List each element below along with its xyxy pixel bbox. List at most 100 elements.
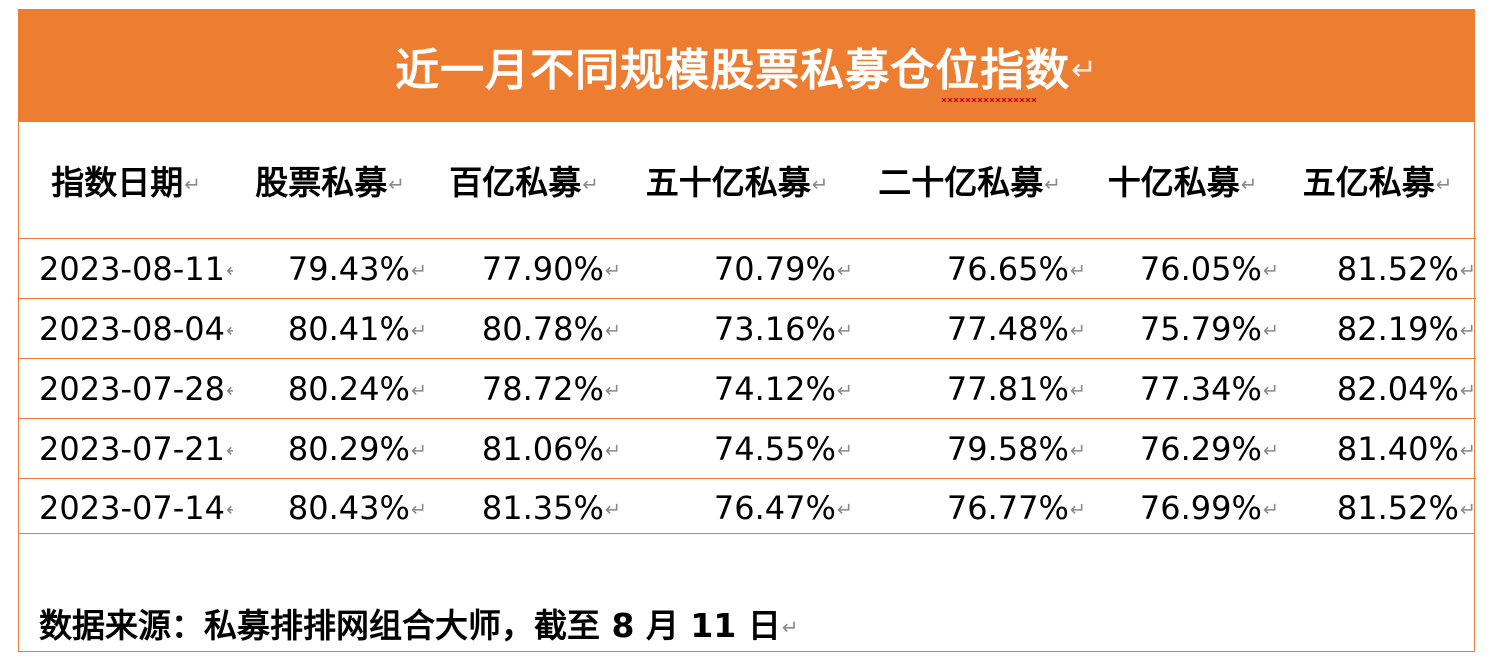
value-cell: 81.40%↵: [1279, 418, 1476, 479]
title-line: 近一月不同规模股票私募仓位指数↵: [395, 34, 1098, 102]
value-cell: 76.47%↵: [713, 489, 853, 527]
value-cell: 82.19%↵: [1279, 298, 1476, 359]
value-cell: 80.24%↵: [233, 358, 427, 419]
value-cell: 73.16%↵: [621, 298, 853, 359]
cell-mark-icon: ↵: [1262, 258, 1279, 282]
value-cell: 81.52%↵: [1336, 489, 1476, 527]
value-cell: 70.79%↵: [621, 238, 853, 299]
table-header-row: 指数日期↵ 股票私募↵ 百亿私募↵ 五十亿私募↵ 二十亿私募↵ 十亿私募↵ 五亿…: [19, 122, 1476, 239]
source-note: 数据来源：私募排排网组合大师，截至 8 月 11 日↵: [39, 599, 798, 647]
spellcheck-underline: [941, 97, 1038, 102]
date-cell: 2023-08-04↵: [19, 298, 233, 359]
date-cell: 2023-08-11↵: [19, 238, 233, 299]
cell-mark-icon: ↵: [226, 498, 233, 521]
cell-mark-icon: ↵: [604, 438, 621, 462]
cell-mark-icon: ↵: [811, 173, 829, 197]
value-cell: 81.06%↵: [427, 418, 621, 479]
value-cell: 77.90%↵: [427, 238, 621, 299]
cell-mark-icon: ↵: [604, 318, 621, 342]
title-banner: 近一月不同规模股票私募仓位指数↵: [19, 9, 1474, 122]
value-cell: 74.12%↵: [621, 358, 853, 419]
position-index-table: 指数日期↵ 股票私募↵ 百亿私募↵ 五十亿私募↵ 二十亿私募↵ 十亿私募↵ 五亿…: [19, 122, 1476, 537]
cell-mark-icon: ↵: [1262, 318, 1279, 342]
cell-mark-icon: ↵: [1459, 438, 1476, 462]
header-2b-pe: 二十亿私募↵: [853, 122, 1086, 239]
cell-mark-icon: ↵: [410, 498, 427, 522]
value-cell: 80.78%↵: [427, 298, 621, 359]
header-1b-pe: 十亿私募↵: [1086, 122, 1279, 239]
cell-mark-icon: ↵: [1459, 378, 1476, 402]
cell-mark-icon: ↵: [836, 318, 853, 342]
cell-mark-icon: ↵: [836, 498, 853, 522]
cell-mark-icon: ↵: [184, 173, 201, 197]
cell-mark-icon: ↵: [410, 438, 427, 462]
cell-mark-icon: ↵: [1069, 438, 1086, 462]
cell-mark-icon: ↵: [836, 258, 853, 282]
cell-mark-icon: ↵: [226, 379, 233, 402]
value-cell: 76.29%↵: [1086, 418, 1279, 479]
value-cell: 79.58%↵: [853, 418, 1086, 479]
value-cell: 80.41%↵: [233, 298, 427, 359]
cell-mark-icon: ↵: [836, 378, 853, 402]
cell-mark-icon: ↵: [1435, 173, 1453, 197]
header-stock-pe: 股票私募↵: [233, 122, 427, 239]
value-cell: 77.34%↵: [1086, 358, 1279, 419]
value-cell: 77.48%↵: [853, 298, 1086, 359]
cell-mark-icon: ↵: [1262, 498, 1279, 522]
table-row: 2023-07-14↵ 80.43%↵ 81.35%↵ 76.47%↵ 76.7…: [19, 479, 1476, 538]
date-cell: 2023-07-28↵: [19, 358, 233, 419]
value-cell: 81.52%↵: [1279, 238, 1476, 299]
cell-mark-icon: ↵: [226, 259, 233, 282]
cell-mark-icon: ↵: [1069, 498, 1086, 522]
value-cell: 75.79%↵: [1086, 298, 1279, 359]
source-text: 数据来源：私募排排网组合大师，截至 8 月 11 日: [39, 606, 781, 645]
table-row: 2023-07-21↵ 80.29%↵ 81.06%↵ 74.55%↵ 79.5…: [19, 418, 1476, 479]
table-row: 2023-07-28↵ 80.24%↵ 78.72%↵ 74.12%↵ 77.8…: [19, 358, 1476, 419]
cell-mark-icon: ↵: [1459, 318, 1476, 342]
value-cell: 77.81%↵: [853, 358, 1086, 419]
cell-mark-icon: ↵: [836, 438, 853, 462]
cell-mark-icon: ↵: [1069, 318, 1086, 342]
cell-mark-icon: ↵: [388, 173, 405, 197]
cell-mark-icon: ↵: [1459, 258, 1476, 282]
table-bottom-border: [19, 533, 1474, 534]
value-cell: 80.29%↵: [233, 418, 427, 479]
header-index-date: 指数日期↵: [19, 122, 233, 239]
cell-mark-icon: ↵: [1069, 258, 1086, 282]
cell-mark-icon: ↵: [1240, 173, 1258, 197]
cell-mark-icon: ↵: [1262, 378, 1279, 402]
paragraph-mark-icon: ↵: [1071, 51, 1098, 88]
table-row: 2023-08-11↵ 79.43%↵ 77.90%↵ 70.79%↵ 76.6…: [19, 238, 1476, 299]
value-cell: 76.65%↵: [853, 238, 1086, 299]
date-cell: 2023-07-14↵: [19, 479, 233, 538]
table-row: 2023-08-04↵ 80.41%↵ 80.78%↵ 73.16%↵ 77.4…: [19, 298, 1476, 359]
cell-mark-icon: ↵: [410, 378, 427, 402]
value-cell: 81.35%↵: [481, 489, 621, 527]
cell-mark-icon: ↵: [582, 173, 599, 197]
cell-mark-icon: ↵: [1459, 498, 1476, 522]
value-cell: 74.55%↵: [621, 418, 853, 479]
header-500m-pe: 五亿私募↵: [1279, 122, 1476, 239]
value-cell: 76.77%↵: [946, 489, 1086, 527]
value-cell: 79.43%↵: [233, 238, 427, 299]
document-page: 近一月不同规模股票私募仓位指数↵ 指数日期↵ 股票私募↵ 百亿私募↵ 五十亿私募…: [18, 9, 1476, 652]
value-cell: 80.43%↵: [287, 489, 427, 527]
cell-mark-icon: ↵: [1069, 378, 1086, 402]
value-cell: 76.05%↵: [1086, 238, 1279, 299]
cell-mark-icon: ↵: [604, 378, 621, 402]
paragraph-mark-icon: ↵: [781, 616, 799, 640]
value-cell: 76.99%↵: [1139, 489, 1279, 527]
cell-mark-icon: ↵: [604, 258, 621, 282]
value-cell: 82.04%↵: [1279, 358, 1476, 419]
header-5b-pe: 五十亿私募↵: [621, 122, 853, 239]
value-cell: 78.72%↵: [427, 358, 621, 419]
cell-mark-icon: ↵: [226, 439, 233, 462]
header-10b-pe: 百亿私募↵: [427, 122, 621, 239]
cell-mark-icon: ↵: [226, 319, 233, 342]
cell-mark-icon: ↵: [410, 318, 427, 342]
cell-mark-icon: ↵: [1044, 173, 1061, 197]
page-title: 近一月不同规模股票私募仓位指数: [395, 44, 1071, 96]
cell-mark-icon: ↵: [604, 498, 621, 522]
date-cell: 2023-07-21↵: [19, 418, 233, 479]
cell-mark-icon: ↵: [410, 258, 427, 282]
